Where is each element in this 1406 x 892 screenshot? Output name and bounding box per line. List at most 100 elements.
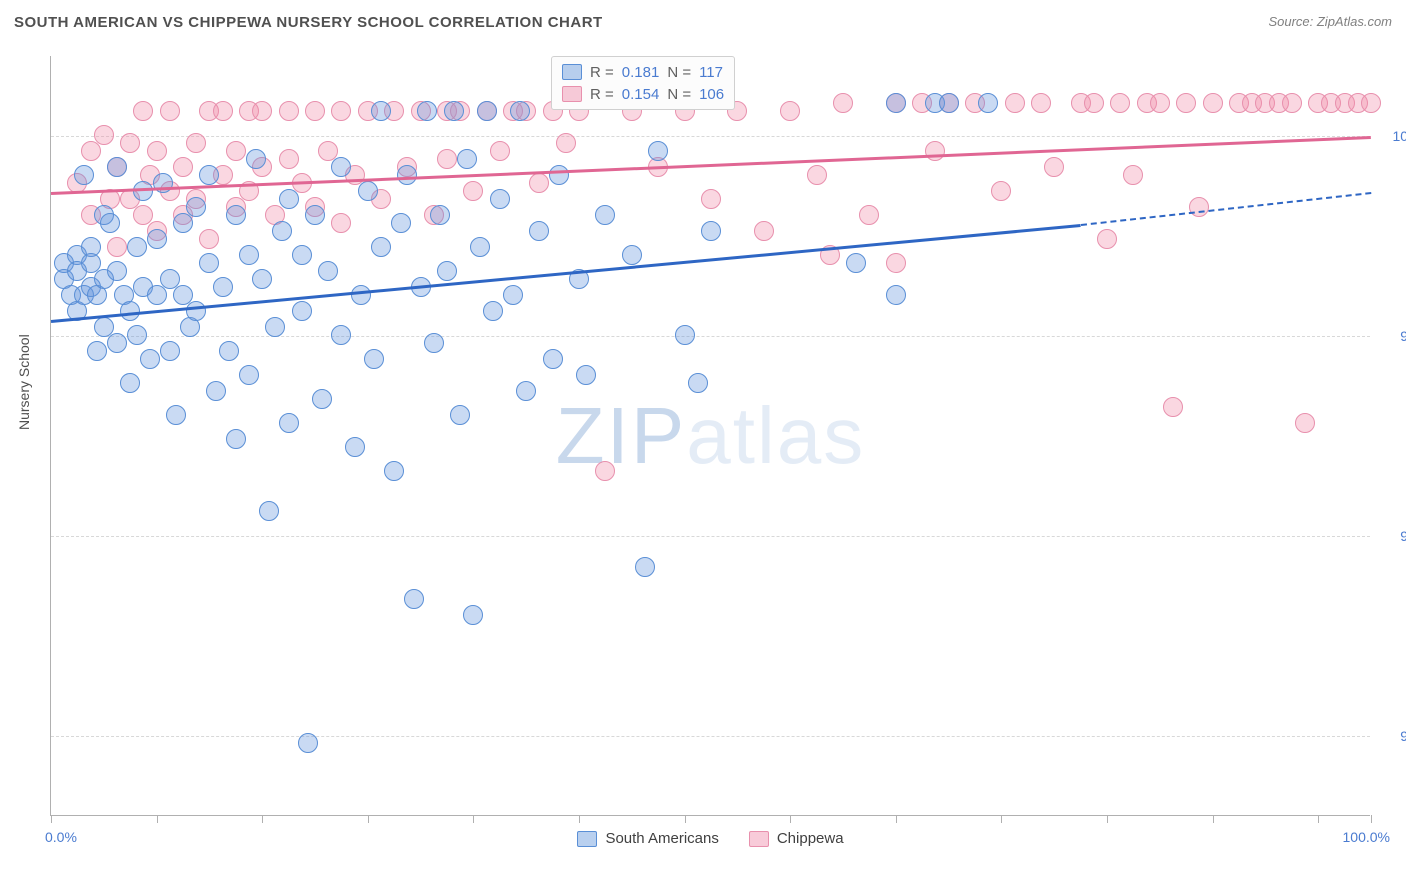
data-point[interactable] — [437, 261, 457, 281]
data-point[interactable] — [503, 285, 523, 305]
data-point[interactable] — [292, 245, 312, 265]
data-point[interactable] — [305, 205, 325, 225]
data-point[interactable] — [978, 93, 998, 113]
data-point[interactable] — [305, 101, 325, 121]
data-point[interactable] — [107, 237, 127, 257]
data-point[interactable] — [213, 101, 233, 121]
data-point[interactable] — [74, 165, 94, 185]
data-point[interactable] — [648, 141, 668, 161]
data-point[interactable] — [1044, 157, 1064, 177]
data-point[interactable] — [226, 429, 246, 449]
data-point[interactable] — [364, 349, 384, 369]
data-point[interactable] — [239, 365, 259, 385]
data-point[interactable] — [358, 181, 378, 201]
data-point[interactable] — [404, 589, 424, 609]
data-point[interactable] — [272, 221, 292, 241]
data-point[interactable] — [160, 101, 180, 121]
data-point[interactable] — [549, 165, 569, 185]
data-point[interactable] — [391, 213, 411, 233]
data-point[interactable] — [529, 221, 549, 241]
data-point[interactable] — [94, 125, 114, 145]
data-point[interactable] — [81, 141, 101, 161]
data-point[interactable] — [298, 733, 318, 753]
data-point[interactable] — [1189, 197, 1209, 217]
data-point[interactable] — [107, 261, 127, 281]
data-point[interactable] — [417, 101, 437, 121]
data-point[interactable] — [331, 157, 351, 177]
data-point[interactable] — [833, 93, 853, 113]
data-point[interactable] — [127, 237, 147, 257]
data-point[interactable] — [556, 133, 576, 153]
data-point[interactable] — [576, 365, 596, 385]
data-point[interactable] — [595, 205, 615, 225]
data-point[interactable] — [1163, 397, 1183, 417]
data-point[interactable] — [925, 141, 945, 161]
data-point[interactable] — [318, 261, 338, 281]
data-point[interactable] — [213, 277, 233, 297]
data-point[interactable] — [635, 557, 655, 577]
data-point[interactable] — [239, 245, 259, 265]
data-point[interactable] — [265, 317, 285, 337]
data-point[interactable] — [384, 461, 404, 481]
data-point[interactable] — [199, 253, 219, 273]
data-point[interactable] — [675, 325, 695, 345]
data-point[interactable] — [1203, 93, 1223, 113]
data-point[interactable] — [1110, 93, 1130, 113]
data-point[interactable] — [595, 461, 615, 481]
data-point[interactable] — [173, 213, 193, 233]
data-point[interactable] — [226, 205, 246, 225]
data-point[interactable] — [219, 341, 239, 361]
data-point[interactable] — [463, 605, 483, 625]
data-point[interactable] — [199, 165, 219, 185]
data-point[interactable] — [246, 149, 266, 169]
data-point[interactable] — [450, 405, 470, 425]
data-point[interactable] — [292, 301, 312, 321]
data-point[interactable] — [807, 165, 827, 185]
data-point[interactable] — [1282, 93, 1302, 113]
data-point[interactable] — [424, 333, 444, 353]
data-point[interactable] — [371, 101, 391, 121]
data-point[interactable] — [490, 141, 510, 161]
data-point[interactable] — [345, 437, 365, 457]
data-point[interactable] — [147, 141, 167, 161]
data-point[interactable] — [331, 213, 351, 233]
data-point[interactable] — [279, 101, 299, 121]
data-point[interactable] — [939, 93, 959, 113]
data-point[interactable] — [87, 341, 107, 361]
data-point[interactable] — [312, 389, 332, 409]
data-point[interactable] — [463, 181, 483, 201]
data-point[interactable] — [186, 301, 206, 321]
data-point[interactable] — [147, 229, 167, 249]
data-point[interactable] — [780, 101, 800, 121]
data-point[interactable] — [331, 325, 351, 345]
data-point[interactable] — [331, 101, 351, 121]
data-point[interactable] — [688, 373, 708, 393]
data-point[interactable] — [477, 101, 497, 121]
data-point[interactable] — [186, 133, 206, 153]
data-point[interactable] — [252, 101, 272, 121]
data-point[interactable] — [259, 501, 279, 521]
data-point[interactable] — [133, 101, 153, 121]
data-point[interactable] — [1005, 93, 1025, 113]
data-point[interactable] — [279, 413, 299, 433]
data-point[interactable] — [430, 205, 450, 225]
data-point[interactable] — [160, 341, 180, 361]
legend-item[interactable]: Chippewa — [749, 830, 844, 847]
data-point[interactable] — [351, 285, 371, 305]
data-point[interactable] — [886, 253, 906, 273]
data-point[interactable] — [543, 349, 563, 369]
data-point[interactable] — [886, 93, 906, 113]
data-point[interactable] — [1150, 93, 1170, 113]
data-point[interactable] — [991, 181, 1011, 201]
data-point[interactable] — [701, 221, 721, 241]
data-point[interactable] — [516, 381, 536, 401]
data-point[interactable] — [120, 133, 140, 153]
data-point[interactable] — [127, 325, 147, 345]
data-point[interactable] — [1123, 165, 1143, 185]
data-point[interactable] — [754, 221, 774, 241]
data-point[interactable] — [622, 245, 642, 265]
data-point[interactable] — [1031, 93, 1051, 113]
data-point[interactable] — [173, 157, 193, 177]
data-point[interactable] — [470, 237, 490, 257]
data-point[interactable] — [166, 405, 186, 425]
